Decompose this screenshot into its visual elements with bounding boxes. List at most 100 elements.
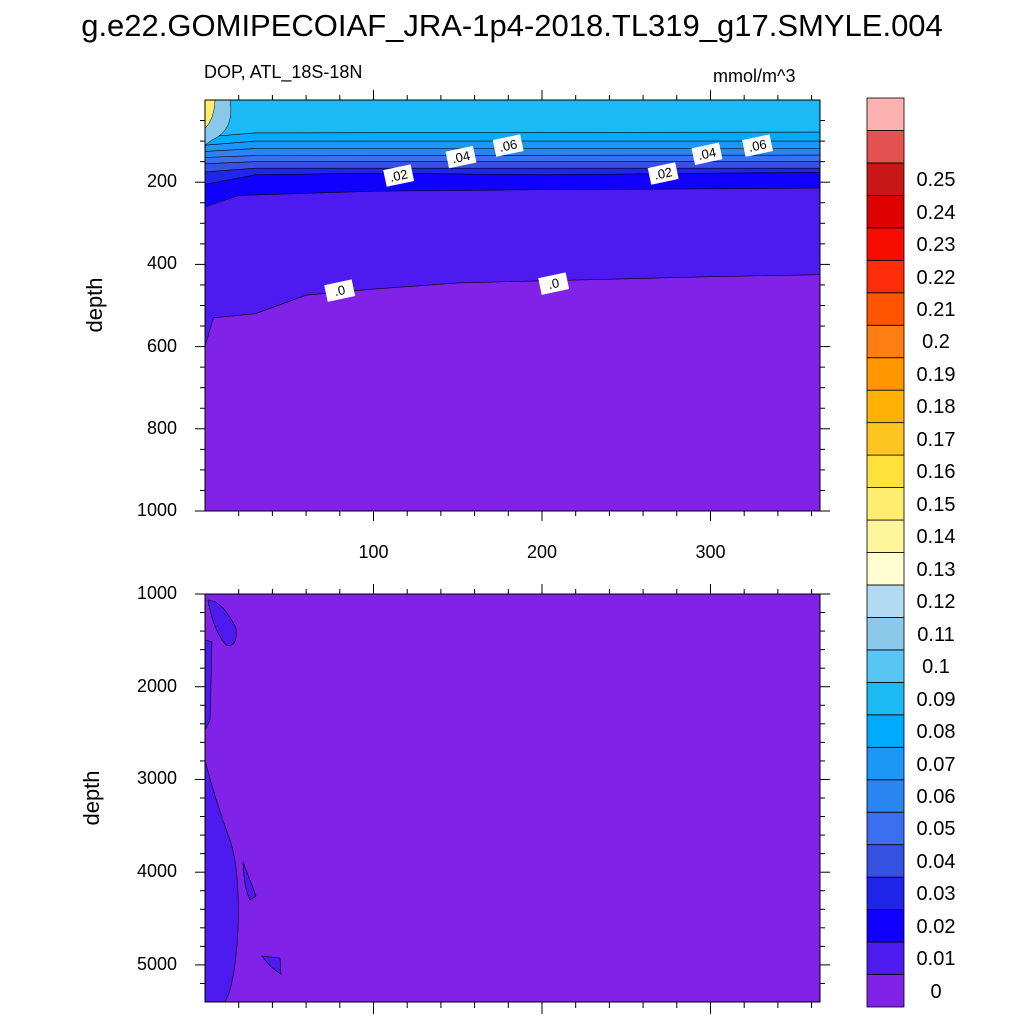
lower-y-tick-label: 3000 bbox=[136, 768, 177, 789]
panel-label: DOP, ATL_18S-18N bbox=[204, 62, 363, 82]
upper-y-tick-label: 200 bbox=[146, 171, 177, 192]
lower-patch-3 bbox=[242, 861, 257, 901]
contour-label-bg bbox=[538, 272, 570, 295]
upper-y-tick-label: 400 bbox=[146, 253, 177, 274]
colorbar-swatch bbox=[866, 162, 905, 196]
contour-line-0.03 bbox=[205, 167, 820, 173]
contour-label-text: .02 bbox=[653, 164, 674, 182]
band-0 bbox=[205, 274, 820, 511]
lower-y-tick-label: 4000 bbox=[136, 861, 177, 882]
colorbar-label: 0.24 bbox=[916, 201, 956, 224]
lower-contour-plot bbox=[205, 594, 820, 1002]
colorbar-label: 0.2 bbox=[922, 331, 950, 354]
lower-band-0 bbox=[205, 594, 820, 1002]
upper-x-tick-label: 300 bbox=[695, 542, 726, 562]
colorbar-label: 0.02 bbox=[916, 915, 956, 938]
contour-label: .06 bbox=[492, 134, 524, 157]
colorbar-label: 0.01 bbox=[916, 948, 956, 971]
colorbar-label: 0.04 bbox=[916, 850, 956, 873]
colorbar bbox=[866, 97, 905, 1008]
contour-line-0.02 bbox=[205, 172, 820, 185]
contour-label-bg bbox=[445, 145, 477, 169]
colorbar-swatch bbox=[866, 876, 905, 911]
upper-x-tick-label: 200 bbox=[526, 542, 557, 562]
contour-line-0.05 bbox=[205, 154, 820, 158]
colorbar-label: 0.08 bbox=[916, 721, 956, 744]
contour-label-text: .0 bbox=[333, 282, 347, 299]
contour-line-0.07 bbox=[205, 140, 820, 146]
colorbar-swatch bbox=[866, 649, 905, 683]
colorbar-swatch bbox=[866, 617, 905, 651]
colorbar-swatch bbox=[866, 811, 905, 846]
contour-label: .06 bbox=[742, 134, 774, 157]
colorbar-swatch bbox=[866, 97, 905, 131]
colorbar-label: 0.09 bbox=[916, 688, 956, 711]
upper-y-tick-label: 600 bbox=[146, 335, 177, 356]
colorbar-swatch bbox=[866, 941, 905, 975]
colorbar-label: 0.13 bbox=[916, 558, 956, 581]
units-label: mmol/m^3 bbox=[713, 66, 796, 86]
contour-label-bg bbox=[324, 279, 356, 302]
lower-patch-2 bbox=[205, 759, 239, 1002]
upper-contour-plot: .0 .0 .02 .02 .04 .04 .06 .06 bbox=[205, 100, 820, 511]
contour-label-bg bbox=[383, 164, 415, 187]
contour-label: .0 bbox=[538, 272, 570, 295]
upper-y-tick-label: 1000 bbox=[136, 500, 177, 520]
colorbar-label: 0.1 bbox=[922, 656, 950, 679]
colorbar-swatch bbox=[866, 194, 905, 229]
contour-label-bg bbox=[492, 134, 524, 157]
contour-label: .0 bbox=[324, 279, 356, 302]
colorbar-label: 0.16 bbox=[916, 461, 956, 484]
contour-label-text: .04 bbox=[451, 148, 472, 166]
contour-label-bg bbox=[742, 134, 774, 157]
colorbar-swatch bbox=[866, 714, 905, 748]
colorbar-label: 0.25 bbox=[916, 169, 956, 192]
upper-y-tick-label: 800 bbox=[146, 417, 177, 438]
colorbar-swatch bbox=[866, 746, 905, 781]
colorbar-label: 0.23 bbox=[916, 234, 956, 257]
colorbar-swatch bbox=[866, 681, 905, 716]
colorbar-label: 0.19 bbox=[916, 363, 956, 386]
colorbar-swatch bbox=[866, 552, 905, 586]
contour-label-text: .06 bbox=[747, 136, 768, 154]
colorbar-label: 0.21 bbox=[916, 299, 956, 322]
colorbar-swatch bbox=[866, 584, 905, 618]
colorbar-label: 0.06 bbox=[916, 785, 956, 808]
colorbar-label: 0.05 bbox=[916, 818, 956, 841]
lower-y-tick-label: 5000 bbox=[136, 953, 177, 974]
contour-line-0.06 bbox=[205, 148, 820, 152]
colorbar-swatch bbox=[866, 292, 905, 326]
colorbar-label: 0.15 bbox=[916, 493, 956, 516]
colorbar-swatch bbox=[866, 974, 905, 1008]
contour-label-bg bbox=[647, 162, 679, 185]
colorbar-swatch bbox=[866, 259, 905, 294]
contour-label-bg bbox=[691, 142, 723, 165]
contour-label-text: .0 bbox=[547, 275, 561, 292]
contour-line-0.08 bbox=[205, 131, 820, 138]
colorbar-label: 0.12 bbox=[916, 591, 956, 614]
colorbar-label: 0 bbox=[930, 980, 942, 1003]
lower-y-tick-label: 2000 bbox=[136, 675, 177, 696]
colorbar-swatch bbox=[866, 779, 905, 813]
contour-line-0.01 bbox=[205, 187, 820, 208]
upper-x-tick-label: 100 bbox=[358, 542, 389, 562]
colorbar-label: 0.18 bbox=[916, 396, 956, 419]
colorbar-swatch bbox=[866, 357, 905, 391]
colorbar-label: 0.14 bbox=[916, 526, 956, 549]
contour-label-text: .04 bbox=[697, 145, 718, 163]
colorbar-label: 0.07 bbox=[916, 753, 956, 776]
colorbar-label: 0.03 bbox=[916, 883, 956, 906]
lower-patch-4 bbox=[261, 955, 282, 975]
colorbar-swatch bbox=[866, 422, 905, 456]
colorbar-swatch bbox=[866, 324, 905, 359]
contour-label-text: .02 bbox=[388, 166, 409, 184]
lower-patch-1 bbox=[205, 639, 213, 731]
colorbar-swatch bbox=[866, 519, 905, 553]
contour-label-text: .06 bbox=[498, 136, 519, 154]
axes bbox=[195, 90, 830, 1014]
colorbar-swatch bbox=[866, 454, 905, 488]
contour-label: .04 bbox=[445, 145, 477, 169]
colorbar-swatch bbox=[866, 844, 905, 878]
colorbar-swatch bbox=[866, 389, 905, 424]
